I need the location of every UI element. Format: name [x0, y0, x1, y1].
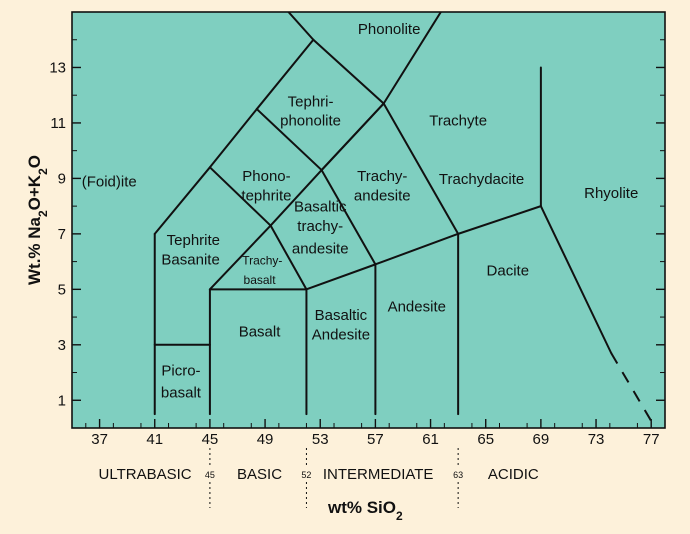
field-label: Phono- — [242, 168, 290, 185]
silica-class-label: BASIC — [237, 466, 282, 483]
plot-area — [71, 11, 666, 429]
x-axis-title: wt% SiO2 — [327, 498, 403, 523]
silica-class-label: INTERMEDIATE — [323, 466, 434, 483]
x-tick-label: 61 — [422, 431, 439, 448]
field-boundary — [208, 108, 258, 169]
field-label: Basanite — [161, 251, 219, 268]
field-boundary — [320, 169, 377, 266]
x-tick-label: 77 — [643, 431, 660, 448]
field-boundary — [305, 263, 377, 291]
field-label: basalt — [244, 273, 277, 287]
class-divider-label: 52 — [301, 470, 311, 480]
field-label: trachy- — [297, 218, 343, 235]
field-label: Trachydacite — [439, 171, 524, 188]
field-label: Trachy- — [357, 168, 407, 185]
x-tick-label: 37 — [91, 431, 108, 448]
y-tick-label: 3 — [58, 337, 66, 354]
y-tick-label: 13 — [49, 59, 66, 76]
y-tick-label: 5 — [58, 281, 66, 298]
rhyolite-dashed-boundary — [610, 352, 657, 428]
field-label: Andesite — [388, 299, 446, 316]
field-boundary — [153, 166, 211, 235]
field-label: andesite — [354, 188, 411, 205]
x-tick-label: 65 — [477, 431, 494, 448]
field-label: Basaltic — [294, 199, 347, 216]
x-tick-label: 45 — [202, 431, 219, 448]
silica-classes: ULTRABASIC BASIC INTERMEDIATE ACIDIC 45 52 63 — [99, 448, 539, 508]
field-boundary — [208, 224, 272, 291]
field-boundary — [255, 38, 315, 111]
x-tick-label: 41 — [146, 431, 163, 448]
field-label: Tephri- — [288, 93, 334, 110]
field-boundary — [320, 102, 385, 172]
x-axis-ticks: 37 41 45 49 53 57 61 65 69 73 77 — [85, 419, 666, 448]
field-boundary — [287, 12, 315, 41]
class-divider-label: 63 — [453, 470, 463, 480]
field-boundary — [382, 102, 460, 235]
y-tick-label: 9 — [58, 170, 66, 187]
field-label: basalt — [161, 384, 202, 401]
y-tick-label: 1 — [58, 392, 66, 409]
y-tick-label: 11 — [50, 115, 66, 132]
silica-class-label: ULTRABASIC — [99, 466, 192, 483]
field-label: Basalt — [239, 323, 282, 340]
field-label: Andesite — [312, 326, 370, 343]
field-label: Rhyolite — [584, 185, 638, 202]
x-tick-label: 53 — [312, 431, 329, 448]
field-labels: (Foid)ite Phonolite Tephri-phonolite Trachy… — [82, 21, 639, 401]
field-label: andesite — [292, 240, 349, 257]
field-label: Picro- — [161, 362, 200, 379]
field-label: tephrite — [241, 188, 291, 205]
field-label: Basaltic — [315, 307, 368, 324]
x-tick-label: 73 — [588, 431, 605, 448]
field-boundary — [312, 38, 385, 105]
class-divider-label: 45 — [205, 470, 215, 480]
field-boundary — [208, 166, 272, 227]
x-tick-label: 49 — [257, 431, 274, 448]
x-tick-label: 57 — [367, 431, 384, 448]
silica-class-label: ACIDIC — [488, 466, 539, 483]
field-label: (Foid)ite — [82, 174, 137, 191]
y-axis-title: Wt.% Na2O+K2O — [25, 155, 50, 285]
field-boundary — [382, 12, 442, 105]
x-tick-label: 69 — [533, 431, 550, 448]
field-label: Trachy- — [242, 253, 282, 267]
field-label: Dacite — [487, 262, 530, 279]
field-label: Phonolite — [358, 21, 421, 38]
field-boundary — [269, 224, 308, 291]
field-boundaries — [153, 12, 657, 428]
field-boundary — [374, 232, 460, 266]
field-boundary — [255, 108, 323, 172]
field-label: Tephrite — [167, 232, 220, 249]
y-tick-label: 7 — [58, 226, 66, 243]
field-label: Trachyte — [429, 113, 487, 130]
field-boundary — [269, 169, 323, 227]
field-boundary — [539, 205, 613, 355]
field-boundary — [457, 205, 542, 235]
field-label: phonolite — [280, 113, 341, 130]
